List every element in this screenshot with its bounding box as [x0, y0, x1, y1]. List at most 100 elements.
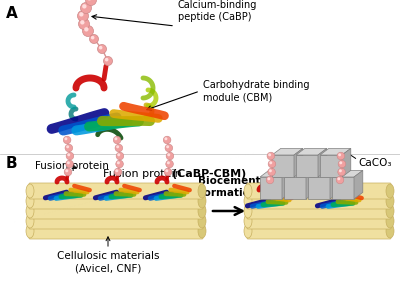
Circle shape [66, 145, 69, 148]
Circle shape [80, 2, 92, 13]
Circle shape [117, 153, 120, 156]
Ellipse shape [26, 204, 34, 218]
Ellipse shape [244, 214, 252, 228]
Circle shape [91, 36, 94, 39]
Circle shape [79, 12, 84, 17]
Circle shape [67, 153, 70, 156]
Text: Biocement
formation: Biocement formation [198, 176, 260, 198]
Circle shape [66, 160, 73, 168]
Circle shape [66, 152, 74, 160]
Circle shape [86, 0, 96, 6]
Ellipse shape [26, 224, 34, 238]
Text: Fusion protein: Fusion protein [103, 169, 185, 179]
Circle shape [166, 160, 173, 168]
Circle shape [166, 145, 169, 148]
Circle shape [164, 168, 172, 176]
Circle shape [338, 153, 341, 156]
Circle shape [84, 27, 88, 32]
Polygon shape [332, 177, 354, 199]
Polygon shape [260, 170, 291, 177]
Circle shape [266, 176, 274, 184]
FancyBboxPatch shape [29, 193, 203, 209]
Circle shape [65, 144, 73, 152]
Circle shape [337, 152, 345, 160]
Ellipse shape [386, 204, 394, 218]
Circle shape [268, 168, 275, 176]
Circle shape [164, 137, 168, 140]
Polygon shape [272, 155, 294, 177]
FancyBboxPatch shape [247, 223, 391, 239]
Circle shape [82, 4, 86, 9]
Ellipse shape [198, 194, 206, 208]
Circle shape [116, 152, 124, 160]
Circle shape [67, 161, 70, 164]
FancyBboxPatch shape [29, 213, 203, 229]
Text: A: A [6, 6, 18, 21]
Ellipse shape [26, 194, 34, 208]
Circle shape [269, 169, 272, 172]
FancyBboxPatch shape [29, 203, 203, 219]
Text: B: B [6, 156, 18, 171]
FancyBboxPatch shape [247, 213, 391, 229]
Circle shape [116, 145, 119, 148]
Circle shape [82, 25, 94, 36]
Circle shape [105, 58, 108, 62]
Circle shape [64, 137, 68, 140]
Circle shape [269, 161, 272, 164]
Polygon shape [308, 177, 330, 199]
Circle shape [65, 169, 68, 172]
Circle shape [116, 160, 123, 168]
Circle shape [87, 0, 92, 1]
Circle shape [80, 20, 84, 24]
Circle shape [167, 153, 170, 156]
FancyBboxPatch shape [29, 223, 203, 239]
Circle shape [114, 137, 118, 140]
Circle shape [165, 144, 173, 152]
Circle shape [114, 168, 122, 176]
Circle shape [339, 161, 342, 164]
Circle shape [115, 169, 118, 172]
Polygon shape [296, 155, 318, 177]
Circle shape [64, 168, 72, 176]
Polygon shape [260, 177, 282, 199]
Polygon shape [284, 177, 306, 199]
FancyBboxPatch shape [29, 183, 203, 199]
Ellipse shape [26, 214, 34, 228]
Ellipse shape [198, 184, 206, 198]
Circle shape [338, 160, 346, 168]
Ellipse shape [244, 184, 252, 198]
Circle shape [338, 168, 345, 176]
Polygon shape [282, 170, 291, 199]
Text: CaCO₃: CaCO₃ [358, 158, 392, 168]
Circle shape [98, 44, 106, 54]
Polygon shape [330, 170, 339, 199]
Text: Cellulosic materials
(Avicel, CNF): Cellulosic materials (Avicel, CNF) [57, 251, 159, 273]
Ellipse shape [198, 214, 206, 228]
Circle shape [267, 152, 275, 160]
Circle shape [63, 136, 71, 144]
Polygon shape [272, 148, 303, 155]
Text: Calcium-binding
peptide (CaBP): Calcium-binding peptide (CaBP) [178, 0, 257, 22]
Ellipse shape [244, 204, 252, 218]
Circle shape [166, 152, 174, 160]
Circle shape [90, 35, 98, 43]
Text: Fusion protein: Fusion protein [35, 161, 109, 171]
Ellipse shape [198, 224, 206, 238]
Circle shape [337, 177, 340, 180]
Circle shape [268, 153, 271, 156]
Polygon shape [332, 170, 363, 177]
Circle shape [104, 57, 112, 65]
Polygon shape [320, 155, 342, 177]
Ellipse shape [244, 194, 252, 208]
Ellipse shape [386, 224, 394, 238]
Ellipse shape [244, 224, 252, 238]
Polygon shape [354, 170, 363, 199]
Circle shape [117, 161, 120, 164]
Circle shape [78, 18, 90, 29]
Ellipse shape [26, 184, 34, 198]
Polygon shape [296, 148, 327, 155]
Circle shape [113, 136, 121, 144]
Ellipse shape [198, 204, 206, 218]
Polygon shape [318, 148, 327, 177]
Text: (CaBP-CBM): (CaBP-CBM) [172, 169, 246, 179]
